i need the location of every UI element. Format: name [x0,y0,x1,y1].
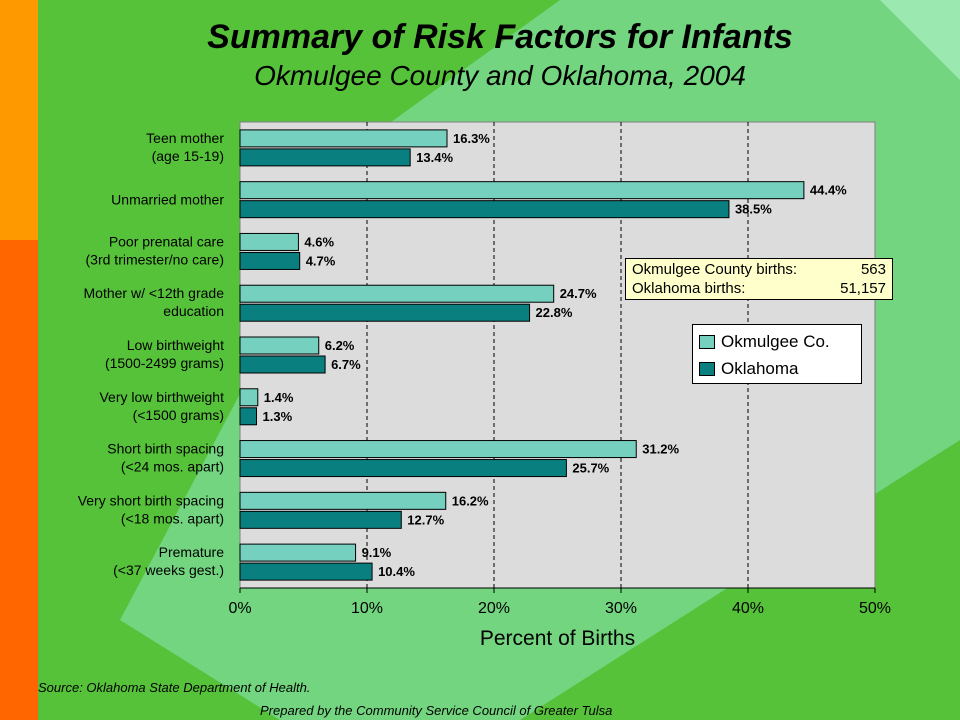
legend-swatch-oklahoma [699,361,715,376]
chart-subtitle: Okmulgee County and Oklahoma, 2004 [254,60,746,91]
category-label-5: Very low birthweight (<1500 grams) [99,389,224,423]
bar-okmulgee-1 [239,181,805,200]
info-oklahoma-value: 51,157 [840,280,886,297]
legend-swatch-okmulgee [699,334,715,349]
x-axis-label: Percent of Births [480,627,635,650]
bar-okmulgee-2 [239,232,299,251]
bar-oklahoma-6 [239,459,567,478]
legend-label-oklahoma: Oklahoma [721,358,799,378]
value-label-oklahoma-8: 10.4% [378,564,415,579]
value-label-okmulgee-4: 6.2% [325,338,355,353]
category-label-0: Teen mother (age 15-19) [146,130,224,164]
category-label-2: Poor prenatal care (3rd trimester/no care… [86,233,225,267]
value-label-okmulgee-5: 1.4% [264,390,294,405]
category-label-5-line-1: (<1500 grams) [133,407,224,423]
value-label-okmulgee-2: 4.6% [304,234,334,249]
bar-oklahoma-1 [239,200,730,219]
bar-okmulgee-6 [239,440,637,459]
left-orange-strip [0,0,38,240]
bar-okmulgee-4 [239,336,320,355]
value-label-oklahoma-1: 38.5% [735,202,772,217]
bar-okmulgee-7 [239,491,447,510]
category-label-7-line-1: (<18 mos. apart) [121,510,224,526]
chart-title: Summary of Risk Factors for Infants [207,18,793,56]
bar-oklahoma-0 [239,148,411,167]
info-okmulgee-label: Okmulgee County births: [632,261,798,278]
bar-okmulgee-8 [239,543,357,562]
category-label-4-line-0: Low birthweight [127,337,224,353]
x-tick-label-4: 40% [732,600,764,617]
category-label-4: Low birthweight (1500-2499 grams) [105,337,224,371]
value-label-okmulgee-7: 16.2% [452,493,489,508]
source-note: Source: Oklahoma State Department of Hea… [38,680,311,695]
category-label-0-line-0: Teen mother [146,130,224,146]
category-label-6-line-1: (<24 mos. apart) [121,459,224,475]
value-label-okmulgee-6: 31.2% [642,442,679,457]
category-label-7: Very short birth spacing (<18 mos. apart) [78,492,224,526]
bar-oklahoma-8 [239,562,373,581]
value-label-okmulgee-0: 16.3% [453,131,490,146]
category-label-8: Premature (<37 weeks gest.) [113,544,224,578]
bar-oklahoma-5 [239,407,258,426]
category-label-8-line-0: Premature [159,544,225,560]
category-label-4-line-1: (1500-2499 grams) [105,355,224,371]
value-label-okmulgee-1: 44.4% [810,183,847,198]
category-label-5-line-0: Very low birthweight [99,389,224,405]
value-label-okmulgee-3: 24.7% [560,286,597,301]
chart-legend: Okmulgee Co. Oklahoma [692,324,862,384]
value-label-oklahoma-2: 4.7% [306,253,336,268]
x-tick-label-5: 50% [859,600,891,617]
value-label-oklahoma-3: 22.8% [536,305,573,320]
x-tick-label-1: 10% [351,600,383,617]
bar-okmulgee-3 [239,284,555,303]
bar-okmulgee-5 [239,388,259,407]
x-tick-label-3: 30% [605,600,637,617]
value-label-oklahoma-4: 6.7% [331,357,361,372]
x-tick-label-0: 0% [228,600,251,617]
births-info-box: Okmulgee County births: 563 Oklahoma birt… [625,258,893,300]
value-label-oklahoma-6: 25.7% [572,461,609,476]
bar-oklahoma-2 [239,251,301,270]
legend-item-okmulgee: Okmulgee Co. [699,328,855,355]
info-oklahoma-label: Oklahoma births: [632,280,746,297]
x-tick-label-2: 20% [478,600,510,617]
bar-oklahoma-7 [239,510,402,529]
left-red-strip [0,240,38,720]
category-label-3-line-0: Mother w/ <12th grade [84,285,225,301]
value-label-oklahoma-7: 12.7% [407,512,444,527]
category-label-3-line-1: education [163,303,224,319]
bar-oklahoma-4 [239,355,326,374]
legend-item-oklahoma: Oklahoma [699,355,855,382]
category-label-7-line-0: Very short birth spacing [78,492,224,508]
prepared-by-note: Prepared by the Community Service Counci… [260,703,613,718]
info-okmulgee-value: 563 [860,261,886,278]
category-label-6-line-0: Short birth spacing [107,441,224,457]
value-label-oklahoma-0: 13.4% [416,150,453,165]
category-label-8-line-1: (<37 weeks gest.) [113,562,224,578]
value-label-okmulgee-8: 9.1% [362,545,392,560]
category-label-1: Unmarried mother [111,192,224,208]
category-label-0-line-1: (age 15-19) [152,148,224,164]
background-corner-triangle [880,0,960,80]
legend-label-okmulgee: Okmulgee Co. [721,331,830,351]
category-label-3: Mother w/ <12th grade education [84,285,225,319]
category-label-6: Short birth spacing (<24 mos. apart) [107,441,224,475]
bar-oklahoma-3 [239,303,531,322]
category-label-2-line-0: Poor prenatal care [109,233,224,249]
bar-okmulgee-0 [239,129,448,148]
category-label-2-line-1: (3rd trimester/no care) [86,251,224,267]
value-label-oklahoma-5: 1.3% [263,409,293,424]
